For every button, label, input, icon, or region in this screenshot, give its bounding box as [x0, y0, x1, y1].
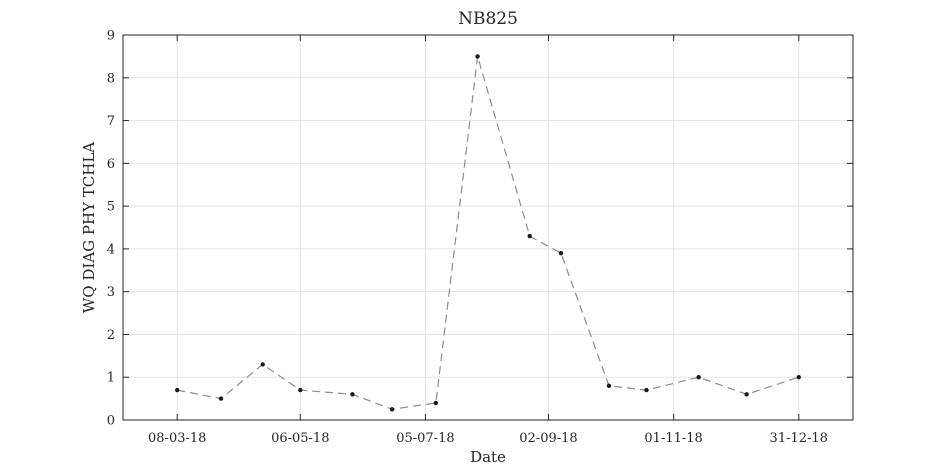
x-tick-label: 02-09-18 [519, 431, 577, 446]
y-tick-label: 0 [107, 414, 115, 429]
series-layer [175, 54, 801, 412]
y-tick-label: 8 [107, 71, 115, 86]
chart-title: NB825 [458, 9, 518, 29]
data-point [796, 375, 801, 380]
series-line [177, 56, 799, 410]
data-point [475, 54, 480, 59]
plot-frame [122, 34, 854, 421]
data-point [644, 387, 649, 393]
y-tick-label: 9 [107, 29, 115, 44]
y-tick-label: 6 [107, 157, 115, 172]
data-point [558, 250, 564, 256]
y-axis-title: WQ DIAG PHY TCHLA [80, 142, 98, 313]
data-point [433, 400, 439, 406]
y-tick-label: 7 [107, 114, 115, 129]
data-point [606, 383, 612, 388]
data-point [350, 392, 355, 397]
data-point [175, 387, 180, 393]
x-tick-label: 08-03-18 [148, 431, 206, 446]
x-tick-label: 06-05-18 [271, 431, 329, 446]
y-tick-label: 3 [107, 285, 115, 300]
data-point [527, 233, 532, 239]
data-point [260, 362, 265, 367]
ticks: 0 1 2 3 4 5 6 7 8 9 08-03-18 06-05-18 05-07-18 02-09-… [107, 29, 853, 446]
x-tick-label: 01-11-18 [644, 431, 702, 446]
plot-background [123, 35, 853, 420]
y-tick-label: 1 [107, 371, 115, 386]
data-point [696, 375, 701, 380]
y-tick-label: 4 [107, 242, 115, 257]
data-point [218, 396, 224, 401]
x-tick-label: 31-12-18 [770, 431, 828, 446]
data-point [744, 392, 749, 397]
x-axis-title: Date [470, 448, 506, 466]
y-tick-label: 5 [107, 200, 115, 215]
data-point [389, 407, 395, 412]
x-tick-label: 05-07-18 [396, 431, 454, 446]
data-point [298, 387, 303, 393]
y-tick-label: 2 [107, 328, 115, 343]
